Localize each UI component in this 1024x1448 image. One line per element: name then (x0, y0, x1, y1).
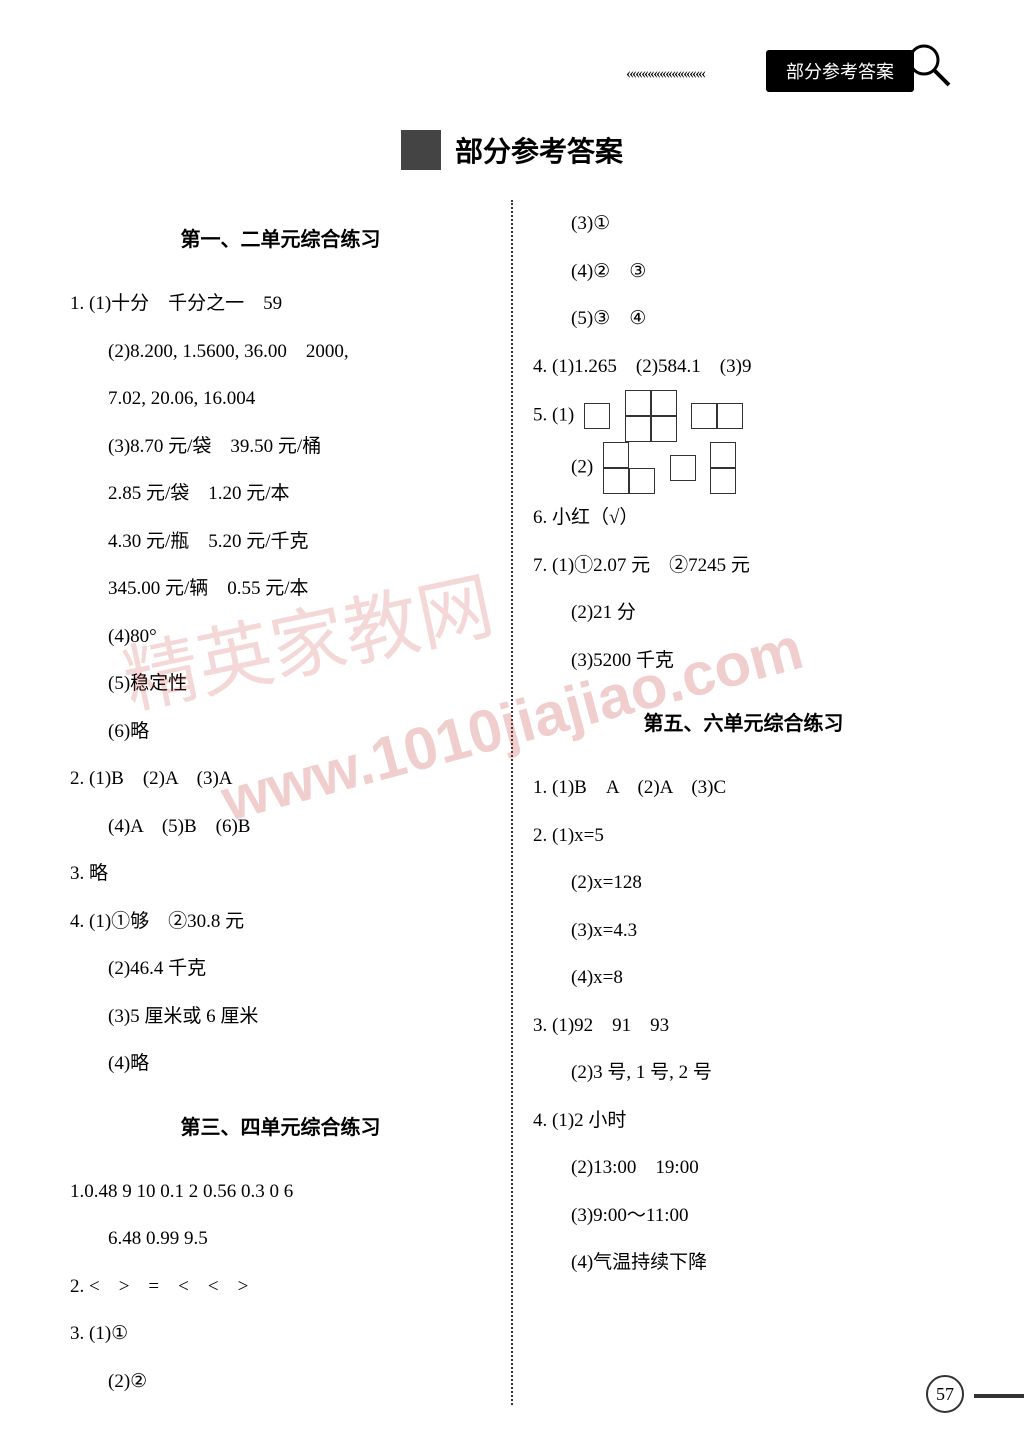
answer-line: 4.30 元/瓶 5.20 元/千克 (70, 518, 491, 566)
shape-group (670, 455, 696, 481)
answer-line: (4)80° (70, 613, 491, 661)
column-divider (511, 200, 513, 1405)
right-column: (3)① (4)② ③ (5)③ ④ 4. (1)1.265 (2)584.1 … (518, 200, 954, 1405)
header: ««««««««««««« 部分参考答案 (70, 50, 954, 110)
answer-line: (3)① (533, 200, 954, 248)
block-icon (401, 130, 441, 170)
answer-line: (4)x=8 (533, 954, 954, 1002)
shape-group (710, 442, 736, 494)
answer-label: (2) (571, 456, 593, 477)
magnifier-icon (904, 40, 954, 90)
answer-line: 7. (1)①2.07 元 ②7245 元 (533, 542, 954, 590)
answer-line: 345.00 元/辆 0.55 元/本 (70, 565, 491, 613)
answer-line: (2)x=128 (533, 859, 954, 907)
answer-line: (2)3 号, 1 号, 2 号 (533, 1049, 954, 1097)
shape-group (603, 442, 655, 494)
shape-group (625, 390, 677, 442)
answer-line: (3)9:00～11:00 (533, 1192, 954, 1240)
answer-line: 2.85 元/袋 1.20 元/本 (70, 470, 491, 518)
answer-line: (2) (533, 442, 954, 494)
answer-line: 3. (1)92 91 93 (533, 1002, 954, 1050)
section-badge: 部分参考答案 (766, 50, 914, 92)
answer-line: 4. (1)1.265 (2)584.1 (3)9 (533, 343, 954, 391)
answer-line: (5)③ ④ (533, 295, 954, 343)
title-section: 部分参考答案 (70, 130, 954, 170)
answer-label: 5. (1) (533, 404, 574, 425)
page-line-decoration (974, 1394, 1024, 1398)
answer-line: (3)8.70 元/袋 39.50 元/桶 (70, 423, 491, 471)
answer-line: (3)x=4.3 (533, 907, 954, 955)
answer-line: 1. (1)B A (2)A (3)C (533, 764, 954, 812)
answer-line: 6.48 0.99 9.5 (70, 1215, 491, 1263)
answer-line: (4)A (5)B (6)B (70, 803, 491, 851)
answer-line: 5. (1) (533, 390, 954, 442)
shape-group (691, 403, 743, 429)
answer-line: (2)21 分 (533, 589, 954, 637)
left-column: 第一、二单元综合练习 1. (1)十分 千分之一 59 (2)8.200, 1.… (70, 200, 506, 1405)
shape-group (584, 403, 610, 429)
content-area: 第一、二单元综合练习 1. (1)十分 千分之一 59 (2)8.200, 1.… (70, 200, 954, 1405)
answer-line: 3. (1)① (70, 1310, 491, 1358)
answer-line: (2)② (70, 1358, 491, 1406)
answer-line: (4)略 (70, 1040, 491, 1088)
answer-line: (4)气温持续下降 (533, 1239, 954, 1287)
answer-line: 6. 小红（√） (533, 494, 954, 542)
answer-line: (2)8.200, 1.5600, 36.00 2000, (70, 328, 491, 376)
answer-line: 2. (1)B (2)A (3)A (70, 755, 491, 803)
answer-line: 4. (1)①够 ②30.8 元 (70, 898, 491, 946)
section-title-1: 第一、二单元综合练习 (70, 215, 491, 265)
answer-line: 1. (1)十分 千分之一 59 (70, 280, 491, 328)
page-title: 部分参考答案 (455, 130, 623, 170)
answer-line: (2)46.4 千克 (70, 945, 491, 993)
page-number: 57 (926, 1375, 964, 1413)
answer-line: 4. (1)2 小时 (533, 1097, 954, 1145)
answer-line: (3)5200 千克 (533, 637, 954, 685)
answer-line: 2. (1)x=5 (533, 812, 954, 860)
answer-line: (2)13:00 19:00 (533, 1144, 954, 1192)
answer-line: 7.02, 20.06, 16.004 (70, 375, 491, 423)
section-title-2: 第三、四单元综合练习 (70, 1103, 491, 1153)
answer-line: 3. 略 (70, 850, 491, 898)
answer-line: (6)略 (70, 708, 491, 756)
answer-line: 2. < > = < < > (70, 1263, 491, 1311)
answer-line: (5)稳定性 (70, 660, 491, 708)
answer-line: 1.0.48 9 10 0.1 2 0.56 0.3 0 6 (70, 1168, 491, 1216)
chevron-decoration: ««««««««««««« (626, 65, 704, 83)
answer-line: (4)② ③ (533, 248, 954, 296)
section-title-3: 第五、六单元综合练习 (533, 699, 954, 749)
answer-line: (3)5 厘米或 6 厘米 (70, 993, 491, 1041)
